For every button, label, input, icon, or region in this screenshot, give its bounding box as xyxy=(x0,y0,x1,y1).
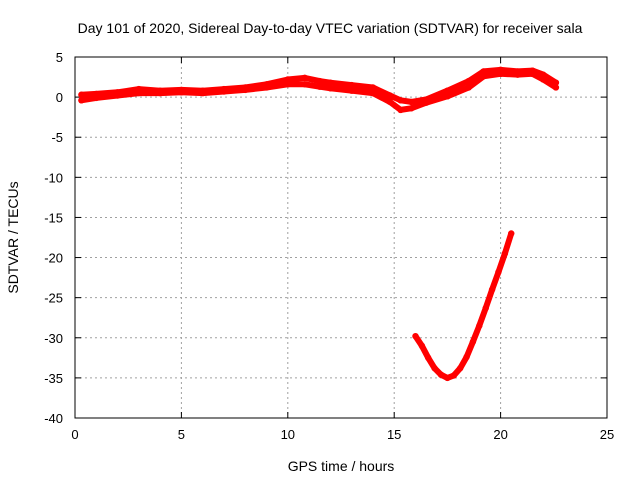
data-point xyxy=(93,94,100,102)
data-point xyxy=(316,83,323,90)
data-point xyxy=(539,76,547,83)
x-tick-label: 5 xyxy=(178,427,185,442)
data-point xyxy=(316,77,323,85)
y-tick-label: -10 xyxy=(44,170,63,185)
data-point xyxy=(529,70,536,78)
x-axis-label: GPS time / hours xyxy=(288,458,395,474)
data-point xyxy=(242,86,249,94)
data-point xyxy=(469,338,477,345)
data-point xyxy=(476,322,483,329)
data-point xyxy=(114,92,121,99)
data-series xyxy=(78,66,560,382)
axis-ticks: 0 5 10 15 20 25 5 0 -5 -10 -15 -20 -25 -30 -35 -40 xyxy=(44,50,614,442)
y-tick-label: -20 xyxy=(44,251,63,266)
data-point xyxy=(156,89,164,97)
y-tick-label: 5 xyxy=(56,50,63,65)
plot-frame xyxy=(74,56,608,419)
data-point xyxy=(501,250,509,257)
data-point xyxy=(488,286,496,293)
data-point xyxy=(508,230,515,237)
data-point xyxy=(412,332,419,340)
data-point xyxy=(444,374,451,382)
data-point xyxy=(437,371,445,378)
data-point xyxy=(514,71,521,78)
data-point xyxy=(199,89,206,97)
x-tick-label: 15 xyxy=(387,427,401,442)
data-point xyxy=(284,76,291,83)
data-point xyxy=(456,365,464,372)
series-line-3 xyxy=(412,230,515,381)
y-tick-label: 0 xyxy=(56,90,63,105)
data-point xyxy=(369,84,377,91)
y-tick-label: -5 xyxy=(51,130,63,145)
data-point xyxy=(444,87,451,94)
data-point xyxy=(497,70,504,78)
chart-title: Day 101 of 2020, Sidereal Day-to-day VTE… xyxy=(78,20,583,36)
data-point xyxy=(463,353,470,361)
data-point xyxy=(552,84,560,91)
data-point xyxy=(135,89,143,97)
grid xyxy=(75,57,607,418)
data-point xyxy=(348,81,355,89)
data-point xyxy=(178,89,185,96)
y-tick-label: -25 xyxy=(44,291,63,306)
data-point xyxy=(78,97,85,104)
data-point xyxy=(408,98,415,106)
data-point xyxy=(327,85,334,92)
y-tick-label: -15 xyxy=(44,210,63,225)
data-point xyxy=(369,89,377,97)
data-point xyxy=(220,88,228,95)
data-point xyxy=(301,81,309,88)
data-point xyxy=(480,73,487,80)
data-point xyxy=(327,79,334,86)
x-tick-label: 25 xyxy=(600,427,614,442)
x-tick-label: 20 xyxy=(493,427,507,442)
data-point xyxy=(386,92,394,99)
data-point xyxy=(482,304,489,312)
x-tick-label: 10 xyxy=(281,427,295,442)
data-point xyxy=(284,81,291,88)
series-line-2 xyxy=(78,70,559,113)
data-point xyxy=(418,342,426,349)
x-tick-label: 0 xyxy=(71,427,78,442)
data-point xyxy=(348,87,355,94)
data-point xyxy=(301,74,309,82)
y-tick-label: -30 xyxy=(44,331,63,346)
data-point xyxy=(408,105,415,112)
data-point xyxy=(397,106,404,114)
data-point xyxy=(450,372,457,379)
data-point xyxy=(444,93,451,100)
data-point xyxy=(425,354,432,362)
y-tick-label: -35 xyxy=(44,371,63,386)
data-point xyxy=(431,365,438,372)
data-point xyxy=(78,91,85,98)
data-point xyxy=(386,98,394,106)
data-point xyxy=(465,84,472,91)
y-axis-label: SDTVAR / TECUs xyxy=(5,181,21,293)
data-point xyxy=(495,268,502,276)
data-point xyxy=(422,99,430,106)
data-point xyxy=(397,97,404,104)
data-point xyxy=(263,84,270,91)
y-tick-label: -40 xyxy=(44,411,63,426)
